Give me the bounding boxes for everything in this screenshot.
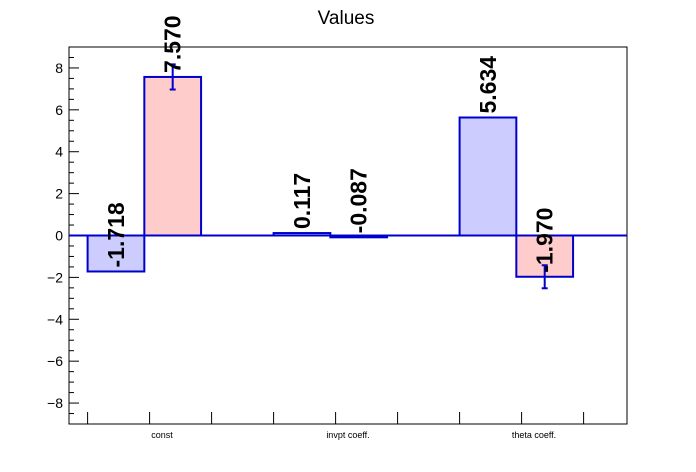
- x-category-label: invpt coeff.: [326, 430, 369, 440]
- y-tick-label: 2: [55, 186, 63, 202]
- x-category-label: theta coeff.: [512, 430, 556, 440]
- chart-title: Values: [318, 8, 375, 29]
- y-tick-label: 4: [55, 144, 63, 160]
- y-tick-label: 6: [55, 102, 63, 118]
- bar-series1-3: [458, 116, 518, 237]
- y-tick-label: −6: [47, 353, 63, 369]
- y-tick-label: −8: [47, 395, 63, 411]
- value-label: -0.087: [346, 168, 372, 233]
- y-axis: −8 −6 −4 −2 0 2 4 6 8: [47, 46, 79, 425]
- value-label: 7.570: [160, 15, 186, 73]
- value-label: -1.970: [532, 208, 558, 273]
- y-tick-label: 0: [55, 228, 63, 244]
- bar-series2-1: [143, 75, 203, 237]
- y-tick-label: 8: [55, 60, 63, 76]
- y-tick-label: −2: [47, 269, 63, 285]
- x-category-label: const: [151, 430, 173, 440]
- y-tick-label: −4: [47, 311, 63, 327]
- value-labels-group: -1.718 0.117 5.634 7.570 -0.087 -1.970: [103, 15, 558, 272]
- value-label: -1.718: [103, 202, 129, 267]
- value-label: 5.634: [475, 56, 501, 114]
- value-label: 0.117: [289, 173, 315, 229]
- x-axis: const invpt coeff. theta coeff.: [87, 412, 585, 440]
